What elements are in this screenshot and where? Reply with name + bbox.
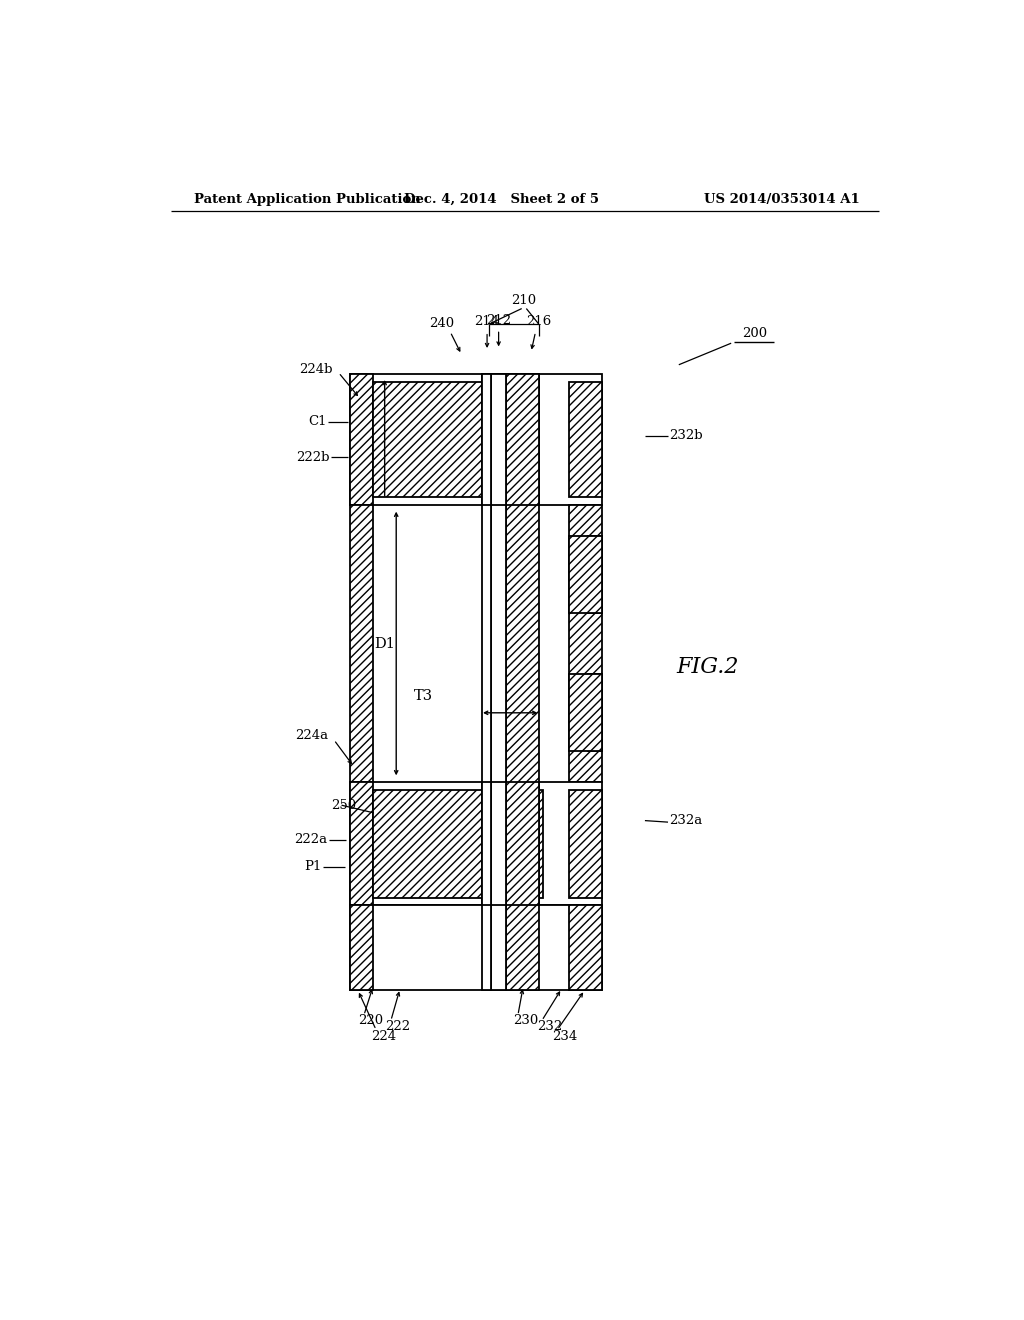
- Bar: [350, 374, 373, 504]
- Bar: [569, 675, 602, 751]
- Text: 234: 234: [553, 1030, 578, 1043]
- Text: 230: 230: [513, 1014, 539, 1027]
- Text: 212: 212: [486, 314, 511, 326]
- Bar: [481, 781, 490, 906]
- Text: Dec. 4, 2014   Sheet 2 of 5: Dec. 4, 2014 Sheet 2 of 5: [403, 193, 599, 206]
- Text: 214: 214: [474, 315, 499, 329]
- Bar: [350, 506, 373, 781]
- Text: 232a: 232a: [670, 814, 702, 828]
- Text: 210: 210: [511, 294, 536, 308]
- Bar: [506, 374, 539, 504]
- Bar: [350, 781, 602, 906]
- Bar: [569, 906, 602, 990]
- Text: 222b: 222b: [296, 450, 330, 463]
- Text: 224: 224: [372, 1030, 396, 1043]
- Bar: [350, 906, 373, 990]
- Text: 224a: 224a: [295, 730, 329, 742]
- Text: C1: C1: [308, 416, 327, 428]
- Bar: [373, 381, 485, 498]
- Text: 216: 216: [526, 315, 551, 329]
- Bar: [481, 374, 490, 990]
- Text: 220: 220: [357, 1014, 383, 1027]
- Text: 240: 240: [429, 317, 455, 330]
- Text: FIG.2: FIG.2: [677, 656, 739, 677]
- Bar: [350, 906, 528, 990]
- Bar: [373, 789, 543, 898]
- Bar: [588, 536, 602, 612]
- Bar: [569, 789, 602, 898]
- Text: 222a: 222a: [294, 833, 327, 846]
- Text: 222: 222: [385, 1020, 410, 1034]
- Bar: [569, 536, 602, 612]
- Text: T3: T3: [414, 689, 433, 702]
- Bar: [490, 381, 506, 498]
- Text: 224b: 224b: [299, 363, 333, 376]
- Text: 250: 250: [331, 799, 356, 812]
- Bar: [350, 374, 602, 504]
- Bar: [490, 374, 506, 504]
- Bar: [569, 506, 602, 781]
- Bar: [527, 906, 602, 990]
- Text: D1: D1: [374, 636, 395, 651]
- Bar: [490, 781, 506, 906]
- Bar: [481, 374, 490, 504]
- Text: 200: 200: [741, 327, 767, 341]
- Text: 232: 232: [538, 1020, 562, 1034]
- Bar: [506, 374, 539, 990]
- Text: US 2014/0353014 A1: US 2014/0353014 A1: [705, 193, 860, 206]
- Text: P1: P1: [304, 861, 322, 874]
- Bar: [350, 781, 373, 906]
- Bar: [490, 374, 506, 990]
- Bar: [588, 675, 602, 751]
- Text: 232b: 232b: [670, 429, 703, 442]
- Bar: [569, 381, 602, 498]
- Bar: [506, 781, 539, 906]
- Text: Patent Application Publication: Patent Application Publication: [194, 193, 421, 206]
